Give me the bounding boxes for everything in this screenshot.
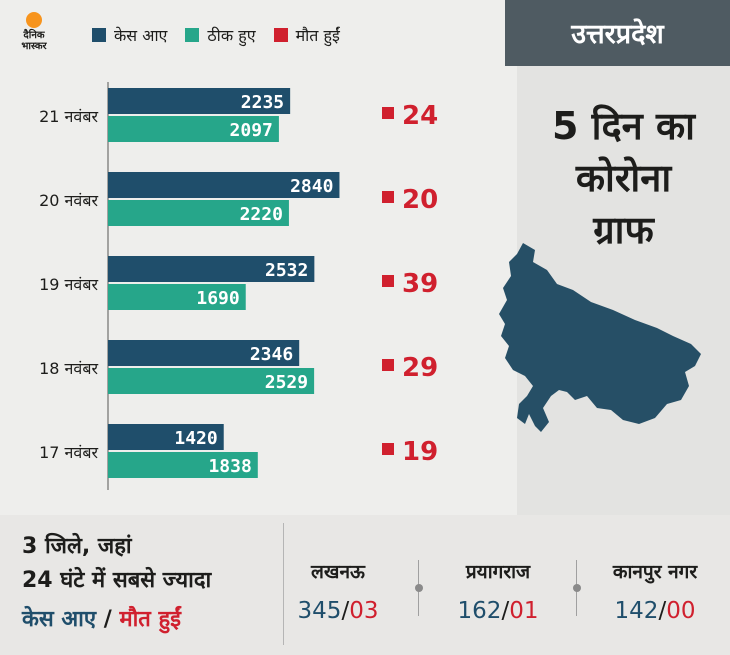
city-deaths: 00 xyxy=(666,598,696,624)
city-sep: / xyxy=(658,598,667,624)
bar-label-cases: 2840 xyxy=(290,176,333,197)
logo-line2: भास्कर xyxy=(21,41,47,52)
bar-label-cases: 2346 xyxy=(250,344,293,365)
heading-line1: 5 दिन का xyxy=(551,104,696,148)
death-value: 19 xyxy=(402,437,438,467)
logo-text: दैनिक भास्कर xyxy=(10,30,58,52)
bar-recovered xyxy=(108,116,279,142)
bar-label-recovered: 2529 xyxy=(265,372,308,393)
death-marker xyxy=(382,443,394,455)
bar-cases xyxy=(108,424,224,450)
city-values-prayagraj: 162/01 xyxy=(428,598,568,624)
logo-line1: दैनिक xyxy=(23,30,45,41)
death-value: 24 xyxy=(402,101,438,131)
bar-label-recovered: 1690 xyxy=(196,288,239,309)
bar-label-cases: 2235 xyxy=(241,92,284,113)
state-tab: उत्तरप्रदेश xyxy=(505,0,730,66)
bar-label-cases: 1420 xyxy=(174,428,217,449)
districts-title-line3: केस आए / मौत हुईं xyxy=(22,603,181,633)
bar-cases xyxy=(108,256,315,282)
legend-swatch-deaths xyxy=(273,28,288,42)
death-value: 20 xyxy=(402,185,438,215)
city-cases: 142 xyxy=(614,598,659,624)
death-value: 39 xyxy=(402,269,438,299)
category-label: 21 नवंबर xyxy=(39,107,98,126)
category-label: 19 नवंबर xyxy=(39,275,98,294)
sun-icon xyxy=(26,12,42,28)
category-label: 17 नवंबर xyxy=(39,443,98,462)
bar-cases xyxy=(108,340,300,366)
heading-line3: ग्राफ xyxy=(593,208,654,252)
city-sep: / xyxy=(341,598,350,624)
legend-swatch-recovered xyxy=(185,28,200,42)
bar-recovered xyxy=(108,284,246,310)
category-label: 20 नवंबर xyxy=(39,191,98,210)
city-name-prayagraj: प्रयागराज xyxy=(465,561,531,583)
slash-separator: / xyxy=(96,607,120,632)
bar-label-recovered: 2220 xyxy=(240,204,283,225)
death-marker xyxy=(382,275,394,287)
uttar-pradesh-map-icon xyxy=(499,243,701,432)
districts-title-line2: 24 घंटे में सबसे ज्यादा xyxy=(22,568,212,593)
city-sep: / xyxy=(501,598,510,624)
bar-label-cases: 2532 xyxy=(265,260,308,281)
city-divider xyxy=(572,560,582,616)
city-divider xyxy=(414,560,424,616)
city-values-lucknow: 345/03 xyxy=(268,598,408,624)
bar-label-recovered: 1838 xyxy=(208,456,251,477)
districts-title-line1: 3 जिले, जहां xyxy=(22,534,132,559)
death-marker xyxy=(382,191,394,203)
legend-label-deaths: मौत हुईं xyxy=(295,26,340,45)
legend-item-deaths: मौत हुईं xyxy=(273,24,340,46)
legend-label-cases: केस आए xyxy=(114,26,168,45)
deaths-label: मौत हुईं xyxy=(119,607,181,632)
death-marker xyxy=(382,107,394,119)
legend-item-cases: केस आए xyxy=(92,24,167,46)
city-cases: 345 xyxy=(297,598,342,624)
bar-cases xyxy=(108,172,340,198)
city-name-lucknow: लखनऊ xyxy=(311,561,365,583)
heading-line2: कोरोना xyxy=(575,156,672,200)
city-deaths: 03 xyxy=(349,598,379,624)
legend-swatch-cases xyxy=(92,28,106,42)
legend-label-recovered: ठीक हुए xyxy=(207,26,256,45)
bar-label-recovered: 2097 xyxy=(230,120,273,141)
city-cases: 162 xyxy=(457,598,502,624)
city-values-kanpur-nagar: 142/00 xyxy=(585,598,725,624)
cases-label: केस आए xyxy=(22,607,97,632)
chart-legend: केस आए ठीक हुए मौत हुईं xyxy=(92,24,340,46)
bar-recovered xyxy=(108,200,289,226)
city-deaths: 01 xyxy=(509,598,539,624)
legend-item-recovered: ठीक हुए xyxy=(185,24,256,46)
bar-recovered xyxy=(108,452,258,478)
death-value: 29 xyxy=(402,353,438,383)
chart-heading: 5 दिन का कोरोना ग्राफ xyxy=(517,100,730,256)
bar-chart: 21 नवंबर 2235 2097 24 20 नवंबर 2840 2220 20 19 न… xyxy=(39,82,438,490)
city-name-kanpur-nagar: कानपुर नगर xyxy=(612,561,698,583)
bottom-panel xyxy=(0,515,730,655)
dainik-bhaskar-logo: दैनिक भास्कर xyxy=(10,10,58,58)
death-marker xyxy=(382,359,394,371)
category-label: 18 नवंबर xyxy=(39,359,98,378)
bar-recovered xyxy=(108,368,315,394)
vertical-divider xyxy=(283,523,284,645)
bar-cases xyxy=(108,88,291,114)
state-name: उत्तरप्रदेश xyxy=(571,19,664,50)
